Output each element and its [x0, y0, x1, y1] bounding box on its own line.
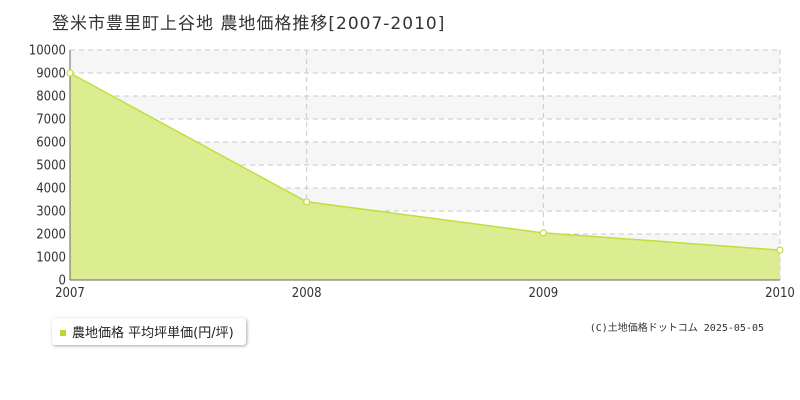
- data-point: [776, 246, 784, 254]
- y-tick-label: 3000: [36, 205, 66, 220]
- y-tick-label: 0: [59, 274, 66, 289]
- plot-band: [70, 119, 780, 142]
- x-tick-label: 2007: [55, 286, 85, 301]
- legend-swatch: [60, 329, 66, 336]
- y-tick-label: 1000: [36, 251, 66, 266]
- copyright-notice: (C)土地価格ドットコム 2025-05-05: [589, 323, 764, 334]
- data-point: [66, 69, 74, 77]
- y-tick-label: 7000: [36, 113, 66, 128]
- x-tick-label: 2009: [528, 286, 558, 301]
- data-point: [303, 198, 311, 206]
- plot-band: [70, 50, 780, 73]
- chart-title: 登米市豊里町上谷地 農地価格推移[2007-2010]: [52, 14, 446, 34]
- series-line: [69, 72, 781, 251]
- series-area: [70, 73, 780, 280]
- y-tick-label: 2000: [36, 228, 66, 243]
- legend-label: 農地価格 平均坪単価(円/坪): [72, 326, 234, 341]
- plot-band: [70, 142, 780, 165]
- y-tick-label: 9000: [36, 67, 66, 82]
- x-tick-label: 2008: [292, 286, 322, 301]
- plot-band: [70, 73, 780, 96]
- legend: 農地価格 平均坪単価(円/坪): [52, 318, 246, 345]
- x-tick-label: 2010: [765, 286, 795, 301]
- plot-band: [70, 96, 780, 119]
- y-tick-label: 4000: [36, 182, 66, 197]
- data-point: [539, 229, 547, 237]
- y-tick-label: 5000: [36, 159, 66, 174]
- y-tick-label: 8000: [36, 90, 66, 105]
- y-tick-label: 6000: [36, 136, 66, 151]
- y-tick-label: 10000: [29, 44, 66, 59]
